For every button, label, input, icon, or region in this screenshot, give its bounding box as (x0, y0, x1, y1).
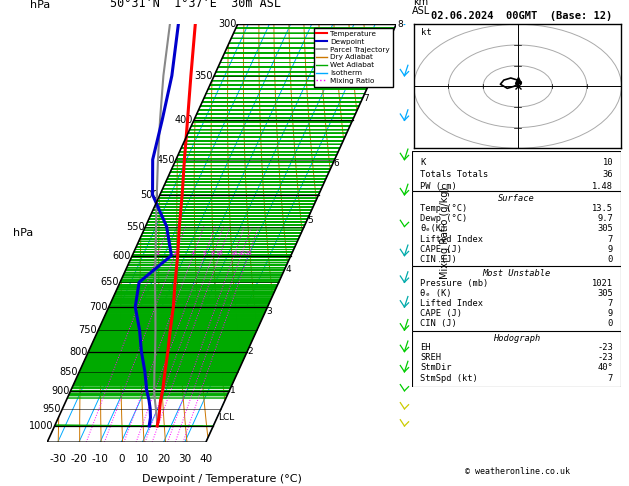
Text: 450: 450 (157, 155, 175, 165)
Text: 1: 1 (155, 251, 159, 256)
Text: 950: 950 (43, 404, 62, 414)
Text: 40: 40 (199, 453, 213, 464)
Text: CIN (J): CIN (J) (420, 255, 457, 264)
Text: -23: -23 (598, 343, 613, 352)
Text: 25: 25 (245, 251, 252, 256)
Text: -20: -20 (70, 453, 87, 464)
Text: 0: 0 (608, 255, 613, 264)
Text: 7: 7 (608, 374, 613, 382)
Text: 9.7: 9.7 (598, 214, 613, 223)
Text: 0: 0 (118, 453, 125, 464)
Text: Totals Totals: Totals Totals (420, 170, 489, 179)
Text: 5: 5 (308, 216, 313, 225)
Text: Dewpoint / Temperature (°C): Dewpoint / Temperature (°C) (142, 473, 302, 484)
Text: 700: 700 (89, 302, 108, 312)
Text: 9: 9 (608, 245, 613, 254)
Text: LCL: LCL (218, 413, 234, 422)
Text: 7: 7 (608, 299, 613, 308)
Text: 350: 350 (194, 71, 213, 81)
Text: SREH: SREH (420, 353, 442, 362)
Text: -23: -23 (598, 353, 613, 362)
Text: 300: 300 (218, 19, 237, 29)
Text: 50°31'N  1°37'E  30m ASL: 50°31'N 1°37'E 30m ASL (110, 0, 281, 10)
Text: 0: 0 (608, 319, 613, 328)
Text: Most Unstable: Most Unstable (482, 269, 551, 278)
Text: 305: 305 (598, 289, 613, 298)
Text: EH: EH (420, 343, 431, 352)
Text: 10: 10 (216, 251, 223, 256)
Text: CAPE (J): CAPE (J) (420, 245, 462, 254)
Text: 6: 6 (333, 159, 340, 168)
Text: 1000: 1000 (29, 421, 53, 431)
Text: 550: 550 (126, 222, 145, 231)
Text: 8: 8 (397, 20, 403, 29)
Text: 800: 800 (69, 347, 87, 357)
Text: Lifted Index: Lifted Index (420, 235, 483, 243)
Text: Mixing Ratio (g/kg): Mixing Ratio (g/kg) (440, 187, 450, 279)
Text: 9: 9 (608, 309, 613, 318)
Text: 650: 650 (101, 277, 119, 287)
Text: StmDir: StmDir (420, 364, 452, 372)
Text: hPa: hPa (30, 0, 50, 10)
Text: 900: 900 (51, 386, 70, 396)
Text: 305: 305 (598, 225, 613, 233)
Text: 1: 1 (230, 386, 236, 395)
Text: 36: 36 (603, 170, 613, 179)
Text: Pressure (mb): Pressure (mb) (420, 279, 489, 288)
Text: 10: 10 (603, 158, 613, 167)
Text: θₑ(K): θₑ(K) (420, 225, 447, 233)
Text: Temp (°C): Temp (°C) (420, 204, 467, 213)
Text: 600: 600 (113, 251, 131, 260)
Text: θₑ (K): θₑ (K) (420, 289, 452, 298)
Text: 750: 750 (79, 325, 97, 335)
Text: 7: 7 (363, 94, 369, 103)
Text: -30: -30 (49, 453, 66, 464)
Text: 20: 20 (157, 453, 170, 464)
Text: © weatheronline.co.uk: © weatheronline.co.uk (465, 467, 569, 476)
Text: PW (cm): PW (cm) (420, 182, 457, 191)
Text: -10: -10 (92, 453, 109, 464)
Legend: Temperature, Dewpoint, Parcel Trajectory, Dry Adiabat, Wet Adiabat, Isotherm, Mi: Temperature, Dewpoint, Parcel Trajectory… (313, 28, 392, 87)
Text: Surface: Surface (498, 194, 535, 203)
Text: hPa: hPa (13, 228, 33, 238)
Text: CIN (J): CIN (J) (420, 319, 457, 328)
Text: 5: 5 (203, 251, 206, 256)
Text: 8: 8 (211, 251, 214, 256)
Text: 4: 4 (286, 265, 291, 274)
Text: 3: 3 (266, 307, 272, 316)
Text: Hodograph: Hodograph (493, 334, 540, 343)
Text: 1021: 1021 (592, 279, 613, 288)
Text: 2: 2 (248, 347, 253, 356)
Text: 30: 30 (178, 453, 191, 464)
Text: 20: 20 (237, 251, 245, 256)
Text: 7: 7 (608, 235, 613, 243)
Text: 4: 4 (191, 251, 195, 256)
Text: StmSpd (kt): StmSpd (kt) (420, 374, 478, 382)
Text: kt: kt (421, 28, 431, 36)
Text: 13.5: 13.5 (592, 204, 613, 213)
Text: 2: 2 (172, 251, 177, 256)
Text: K: K (420, 158, 426, 167)
Text: 40°: 40° (598, 364, 613, 372)
Text: Dewp (°C): Dewp (°C) (420, 214, 467, 223)
Text: CAPE (J): CAPE (J) (420, 309, 462, 318)
Text: 02.06.2024  00GMT  (Base: 12): 02.06.2024 00GMT (Base: 12) (431, 11, 612, 21)
Text: 400: 400 (174, 115, 193, 125)
Text: 850: 850 (60, 367, 78, 377)
Text: 10: 10 (136, 453, 149, 464)
Text: 16: 16 (230, 251, 238, 256)
Text: km
ASL: km ASL (411, 0, 430, 16)
Text: 1.48: 1.48 (592, 182, 613, 191)
Text: 500: 500 (140, 190, 159, 200)
Text: Lifted Index: Lifted Index (420, 299, 483, 308)
